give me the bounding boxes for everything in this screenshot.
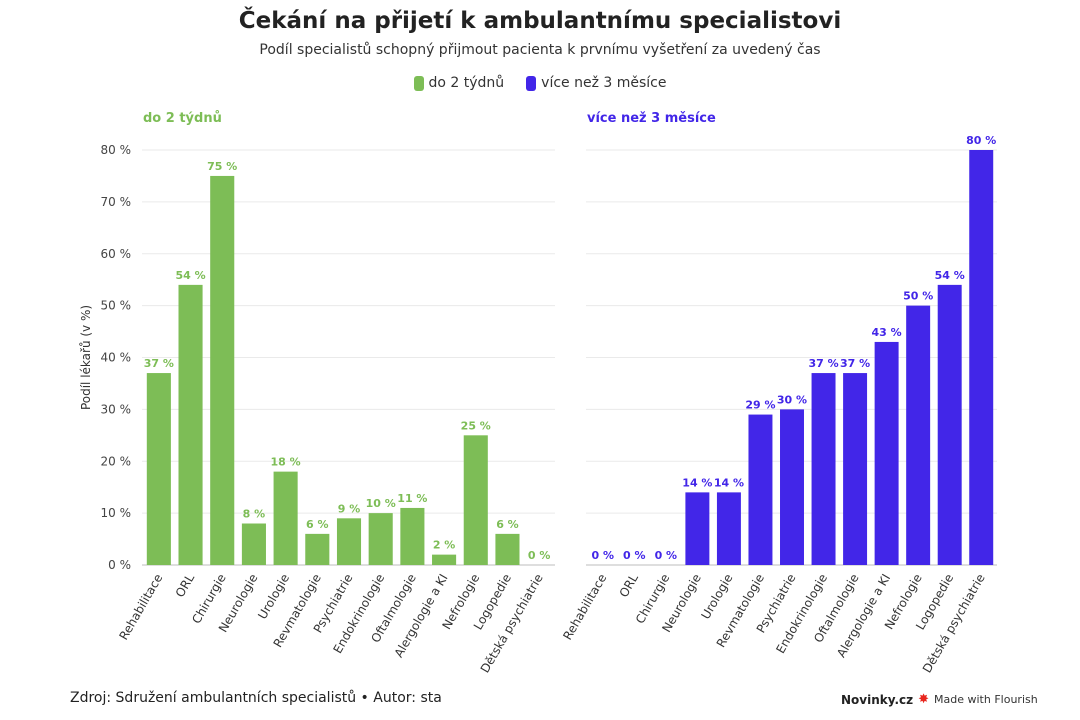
bar — [210, 175, 235, 565]
bar-value-label: 43 % — [872, 326, 902, 339]
bar-value-label: 25 % — [461, 419, 491, 432]
y-tick-label: 50 % — [101, 299, 132, 313]
bar-value-label: 8 % — [243, 508, 266, 521]
bar — [495, 533, 520, 565]
panel-title-0: do 2 týdnů — [143, 111, 222, 126]
bar — [969, 150, 994, 565]
bar-value-label: 50 % — [903, 290, 933, 303]
bar-value-label: 54 % — [175, 269, 205, 282]
bar-value-label: 30 % — [777, 393, 807, 406]
bar-value-label: 37 % — [808, 357, 838, 370]
x-tick-label: Rehabilitace — [560, 572, 609, 643]
bar — [811, 373, 836, 565]
bar — [336, 518, 362, 565]
y-tick-label: 20 % — [101, 454, 132, 468]
bar-value-label: 0 % — [528, 549, 551, 562]
legend-label-green: do 2 týdnů — [428, 75, 505, 91]
bar — [937, 284, 962, 565]
bar-value-label: 0 % — [592, 549, 615, 562]
bar-value-label: 14 % — [714, 476, 744, 489]
y-tick-label: 40 % — [101, 351, 132, 365]
bar — [400, 507, 425, 565]
y-tick-label: 80 % — [101, 143, 132, 157]
bar — [748, 414, 773, 565]
legend-item-green[interactable]: do 2 týdnů — [413, 75, 505, 91]
bar — [874, 341, 899, 565]
source-note: Zdroj: Sdružení ambulantních specialistů… — [70, 690, 442, 706]
y-tick-label: 70 % — [101, 195, 132, 209]
flourish-credit: Made with Flourish — [934, 693, 1038, 706]
bar — [906, 305, 931, 565]
bar — [716, 492, 741, 565]
bar-value-label: 14 % — [682, 476, 712, 489]
bar-value-label: 75 % — [207, 160, 237, 173]
bar-value-label: 18 % — [271, 456, 301, 469]
bar — [368, 513, 393, 565]
panel-title-1: více než 3 měsíce — [587, 111, 716, 126]
y-tick-label: 60 % — [101, 247, 132, 261]
bar-value-label: 6 % — [306, 518, 329, 531]
bar — [780, 409, 804, 565]
x-tick-label: ORL — [173, 571, 198, 599]
x-tick-label: Rehabilitace — [116, 572, 165, 643]
bar-value-label: 11 % — [397, 492, 427, 505]
bar — [273, 471, 298, 565]
bar — [432, 554, 457, 565]
y-axis-label: Podíl lékařů (v %) — [79, 305, 93, 410]
chart-title: Čekání na přijetí k ambulantnímu special… — [238, 8, 842, 34]
flourish-star-icon: ✸ — [918, 692, 930, 707]
bar-value-label: 2 % — [433, 539, 456, 552]
bar — [146, 373, 171, 565]
legend-swatch-blue — [526, 75, 537, 91]
bar-value-label: 9 % — [338, 502, 361, 515]
chart-subtitle: Podíl specialistů schopný přijmout pacie… — [259, 42, 821, 58]
bar — [463, 435, 488, 565]
brand-name: Novinky.cz — [841, 692, 914, 707]
bar — [685, 492, 710, 565]
bar-value-label: 0 % — [623, 549, 646, 562]
legend: do 2 týdnů více než 3 měsíce — [0, 75, 1080, 91]
legend-swatch-green — [413, 75, 424, 91]
brand-credit: Novinky.cz ✸ Made with Flourish — [841, 692, 1038, 707]
bar-value-label: 29 % — [745, 399, 775, 412]
bar-value-label: 80 % — [966, 134, 996, 147]
legend-item-blue[interactable]: více než 3 měsíce — [526, 75, 667, 91]
bar-value-label: 37 % — [144, 357, 174, 370]
y-tick-label: 10 % — [101, 506, 132, 520]
bar — [305, 533, 330, 565]
bar-value-label: 6 % — [496, 518, 519, 531]
x-tick-label: ORL — [617, 571, 642, 599]
bar-value-label: 54 % — [935, 269, 965, 282]
bar — [843, 373, 868, 565]
bar — [178, 284, 203, 565]
bar-value-label: 37 % — [840, 357, 870, 370]
legend-label-blue: více než 3 měsíce — [541, 75, 667, 91]
bar — [241, 523, 266, 565]
y-tick-label: 0 % — [108, 558, 131, 572]
bar-value-label: 0 % — [655, 549, 678, 562]
bar-value-label: 10 % — [366, 497, 396, 510]
y-tick-label: 30 % — [101, 402, 132, 416]
